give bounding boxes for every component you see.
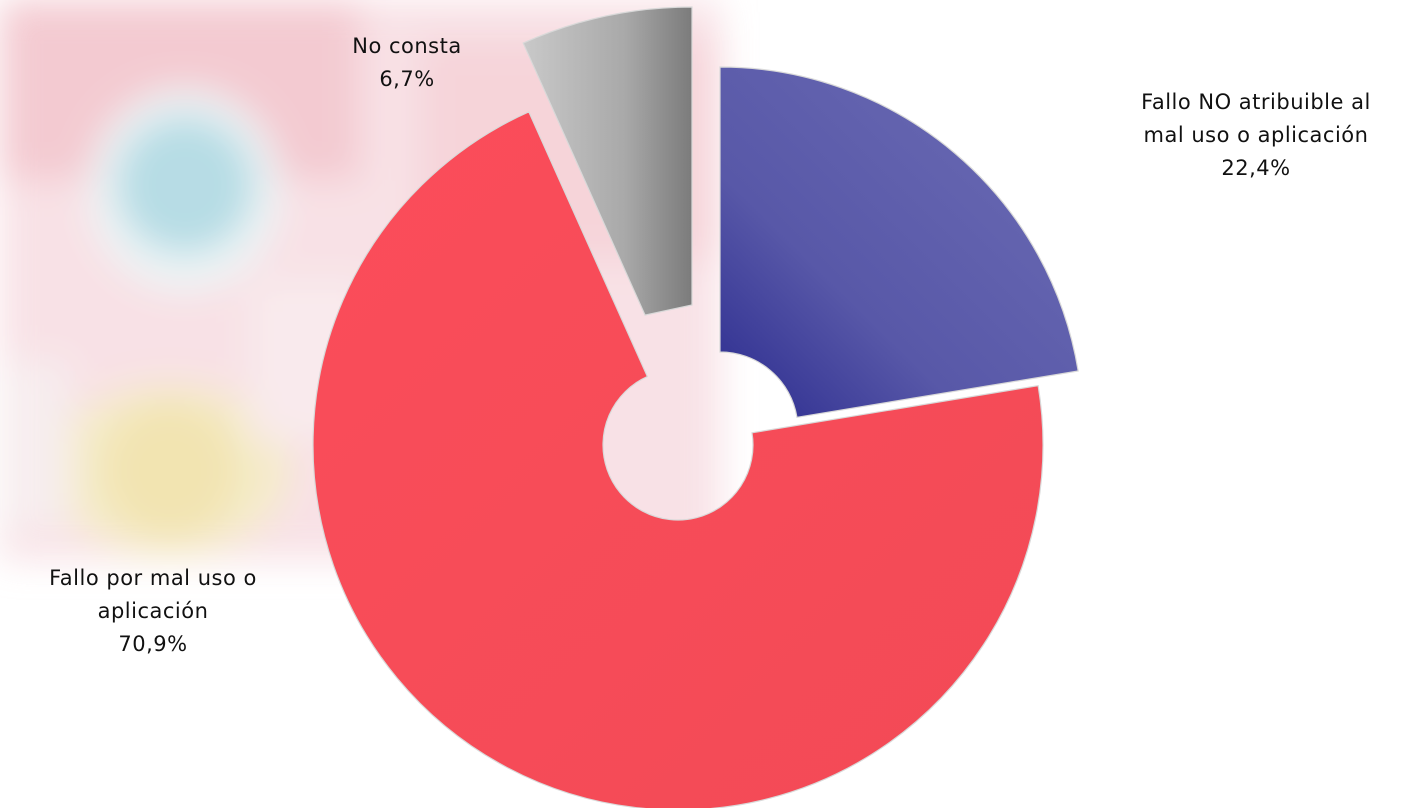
pie-slice-no-consta — [522, 6, 693, 316]
slice-label-line: aplicación — [97, 599, 209, 623]
slice-label-line: Fallo NO atribuible al — [1141, 90, 1371, 114]
slice-value: 22,4% — [1221, 156, 1291, 180]
slice-label-line: No consta — [352, 34, 462, 58]
slice-label-line: Fallo por mal uso o — [49, 566, 257, 590]
pie-slice-fallo-mal-uso — [312, 111, 1044, 808]
slice-label-fallo-no-atribuible: Fallo NO atribuible al mal uso o aplicac… — [1086, 86, 1426, 185]
slice-label-fallo-mal-uso: Fallo por mal uso o aplicación 70,9% — [0, 562, 306, 661]
pie-slice-fallo-no-atribuible — [719, 66, 1079, 419]
slice-label-no-consta: No consta 6,7% — [322, 30, 492, 96]
slice-value: 70,9% — [118, 632, 188, 656]
slice-value: 6,7% — [379, 67, 435, 91]
slice-label-line: mal uso o aplicación — [1143, 123, 1369, 147]
